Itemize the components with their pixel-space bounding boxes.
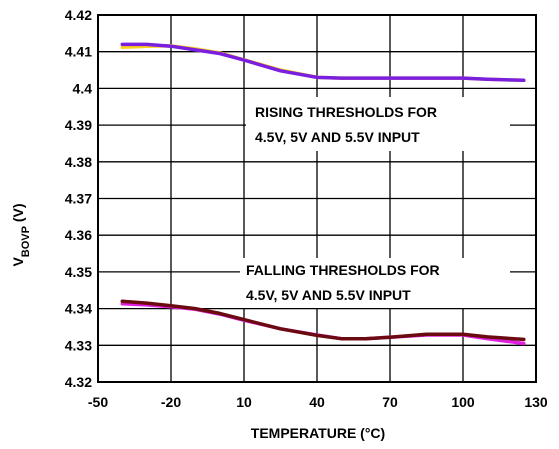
falling-annotation-line1: FALLING THRESHOLDS FOR bbox=[246, 262, 440, 278]
rising-annotation-box bbox=[246, 97, 510, 151]
y-tick-label: 4.35 bbox=[65, 264, 92, 280]
x-axis-title: TEMPERATURE (°C) bbox=[251, 425, 385, 441]
y-tick-label: 4.37 bbox=[65, 191, 92, 207]
x-tick-label: 100 bbox=[451, 394, 475, 410]
y-tick-labels: 4.32 4.33 4.34 4.35 4.36 4.37 4.38 4.39 4.4 4.41 4… bbox=[65, 7, 92, 390]
y-axis-title-main: V bbox=[10, 257, 26, 267]
series-line-3 bbox=[120, 299, 526, 342]
x-tick-labels: -50 -20 10 40 70 100 130 bbox=[88, 394, 548, 410]
y-tick-label: 4.38 bbox=[65, 154, 92, 170]
x-tick-label: -50 bbox=[88, 394, 108, 410]
y-tick-label: 4.33 bbox=[65, 337, 92, 353]
plot-frame bbox=[97, 14, 537, 383]
y-tick-label: 4.36 bbox=[65, 227, 92, 243]
y-tick-label: 4.34 bbox=[65, 301, 92, 317]
falling-annotation-box bbox=[240, 258, 510, 308]
rising-annotation-line1: RISING THRESHOLDS FOR bbox=[255, 104, 437, 120]
y-axis-title: VBOVP (V) bbox=[10, 203, 32, 266]
x-tick-label: 40 bbox=[309, 394, 325, 410]
series-group bbox=[120, 42, 526, 346]
falling-annotation-line2: 4.5V, 5V AND 5.5V INPUT bbox=[246, 287, 411, 303]
y-tick-label: 4.39 bbox=[65, 117, 92, 133]
x-tick-label: 130 bbox=[524, 394, 548, 410]
rising-annotation-line2: 4.5V, 5V AND 5.5V INPUT bbox=[255, 129, 420, 145]
y-tick-label: 4.4 bbox=[73, 80, 93, 96]
y-tick-label: 4.41 bbox=[65, 44, 92, 60]
y-tick-label: 4.32 bbox=[65, 374, 92, 390]
x-tick-label: 10 bbox=[236, 394, 252, 410]
x-tick-label: -20 bbox=[161, 394, 181, 410]
x-tick-label: 70 bbox=[382, 394, 398, 410]
grid-lines bbox=[97, 14, 537, 383]
y-axis-title-sub: BOVP bbox=[20, 226, 32, 257]
series-line-1 bbox=[120, 42, 526, 83]
y-tick-label: 4.42 bbox=[65, 7, 92, 23]
y-axis-title-unit: (V) bbox=[10, 203, 26, 226]
